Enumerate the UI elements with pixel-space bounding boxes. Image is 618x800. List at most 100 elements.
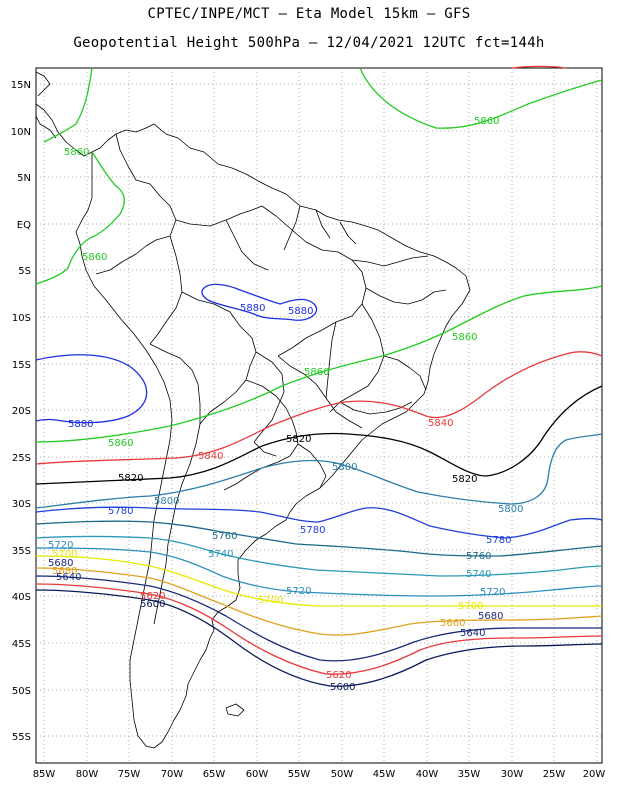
contour-label: 5820	[118, 473, 143, 484]
y-tick-label: 25S	[12, 453, 31, 464]
contour-label: 5720	[286, 586, 311, 597]
contour-5780	[35, 506, 603, 539]
map-title-line2: Geopotential Height 500hPa – 12/04/2021 …	[73, 35, 545, 51]
y-tick-label: 15N	[11, 80, 31, 91]
x-tick-label: 55W	[288, 769, 311, 780]
x-tick-label: 45W	[373, 769, 396, 780]
contour-5860-main	[35, 285, 603, 443]
x-tick-label: 50W	[331, 769, 354, 780]
contour-label: 5820	[286, 434, 311, 445]
x-tick-label: 30W	[501, 769, 524, 780]
south-america-coast	[75, 123, 471, 749]
x-tick-label: 25W	[543, 769, 566, 780]
contour-label: 5700	[258, 595, 283, 606]
contour-labels: 5860 5860 5860 5860 5860 5860 5880 5880 …	[48, 116, 523, 693]
contour-label: 5780	[108, 506, 133, 517]
x-tick-label: 65W	[203, 769, 226, 780]
contour-5600	[35, 589, 603, 687]
y-tick-label: 40S	[12, 592, 31, 603]
contour-5700	[35, 555, 602, 607]
contour-label: 5780	[300, 525, 325, 536]
contour-label: 5640	[460, 628, 485, 639]
contour-label: 5880	[68, 419, 93, 430]
contour-5800	[35, 433, 603, 509]
contour-label: 5860	[452, 332, 477, 343]
contour-label: 5740	[208, 549, 233, 560]
x-tick-label: 60W	[246, 769, 269, 780]
contour-label: 5720	[48, 540, 73, 551]
contour-label: 5620	[140, 591, 165, 602]
contour-label: 5700	[52, 549, 77, 560]
y-tick-label: 50S	[12, 686, 31, 697]
contour-5640	[35, 575, 602, 662]
contour-label: 5680	[52, 566, 77, 577]
contours	[35, 65, 603, 687]
contour-label: 5800	[332, 462, 357, 473]
contour-label: 5820	[452, 474, 477, 485]
y-tick-label: 5N	[17, 173, 31, 184]
contour-5880-west	[35, 354, 148, 424]
contour-label: 5800	[498, 504, 523, 515]
contour-5860-northwest	[35, 67, 126, 285]
y-tick-label: 55S	[12, 732, 31, 743]
contour-label: 5860	[64, 147, 89, 158]
y-tick-label: 5S	[18, 266, 31, 277]
central-america-coast	[35, 71, 93, 157]
plot-frame	[35, 67, 603, 764]
contour-5860-north	[359, 67, 603, 129]
y-tick-label: 30S	[12, 499, 31, 510]
contour-5680	[35, 567, 603, 636]
contour-label: 5840	[428, 418, 453, 429]
x-tick-label: 85W	[33, 769, 56, 780]
contour-label: 5780	[486, 535, 511, 546]
contour-5820	[35, 385, 603, 485]
map-title-line1: CPTEC/INPE/MCT – Eta Model 15km – GFS	[147, 6, 471, 22]
contour-label: 5660	[440, 618, 465, 629]
contour-label: 5740	[466, 569, 491, 580]
country-borders	[95, 133, 357, 625]
y-axis-labels: 15N 10N 5N EQ 5S 10S 15S 20S 25S 30S 35S…	[11, 80, 31, 743]
contour-label: 5760	[212, 531, 237, 542]
contour-label: 5880	[240, 303, 265, 314]
contour-5840-top	[511, 65, 567, 69]
y-tick-label: 10S	[12, 313, 31, 324]
contour-label: 5840	[198, 451, 223, 462]
contour-5720	[35, 547, 603, 597]
contour-label: 5680	[48, 558, 73, 569]
contour-label: 5600	[140, 599, 165, 610]
falklands	[225, 703, 245, 717]
x-tick-label: 70W	[161, 769, 184, 780]
y-tick-label: 35S	[12, 546, 31, 557]
contour-label: 5880	[288, 306, 313, 317]
contour-label: 5620	[326, 670, 351, 681]
y-tick-label: 45S	[12, 639, 31, 650]
x-tick-label: 80W	[76, 769, 99, 780]
gridlines	[36, 68, 602, 763]
x-tick-label: 75W	[118, 769, 141, 780]
x-axis-labels: 85W 80W 75W 70W 65W 60W 55W 50W 45W 40W …	[33, 769, 606, 780]
contour-label: 5680	[478, 611, 503, 622]
brazil-state-borders	[261, 205, 447, 429]
contour-label: 5640	[56, 572, 81, 583]
contour-label: 5720	[480, 587, 505, 598]
contour-5760	[35, 520, 603, 557]
contour-5620	[35, 583, 603, 675]
contour-label: 5860	[108, 438, 133, 449]
y-tick-label: 20S	[12, 406, 31, 417]
contour-label: 5600	[330, 682, 355, 693]
contour-label: 5800	[154, 496, 179, 507]
contour-5740	[35, 535, 603, 577]
x-tick-label: 40W	[416, 769, 439, 780]
x-tick-label: 35W	[458, 769, 481, 780]
contour-label: 5760	[466, 551, 491, 562]
land-outlines	[35, 71, 471, 749]
y-tick-label: 15S	[12, 360, 31, 371]
contour-label: 5700	[458, 601, 483, 612]
x-tick-label: 20W	[583, 769, 606, 780]
y-tick-label: 10N	[11, 127, 31, 138]
contour-5840	[35, 351, 603, 465]
contour-5880-amazon	[201, 283, 318, 321]
contour-label: 5860	[474, 116, 499, 127]
contour-label: 5860	[304, 367, 329, 378]
